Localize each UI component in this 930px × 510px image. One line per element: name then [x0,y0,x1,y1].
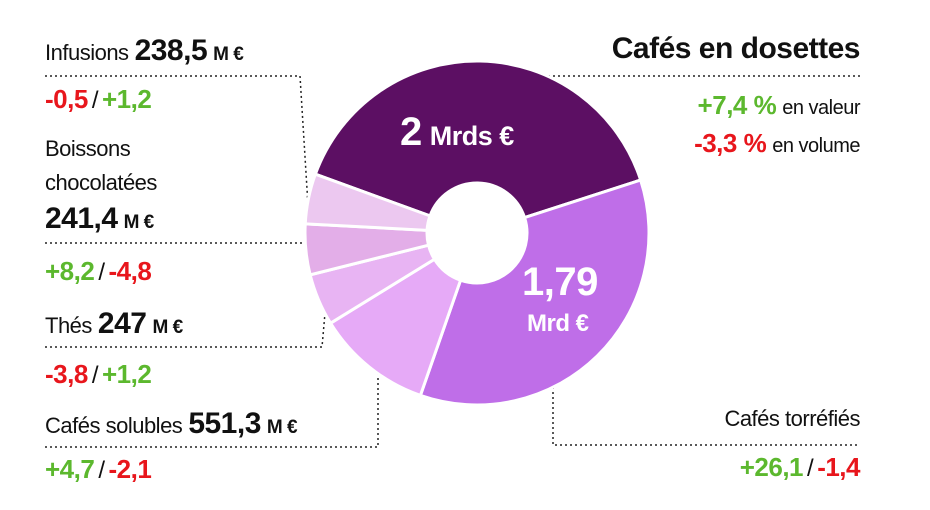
slice [313,59,643,220]
value-label: 247 [97,307,147,340]
category-label: Cafés solubles 551,3 M € [45,407,298,440]
change: -2,1 [108,454,152,484]
change: +26,1 [739,452,804,482]
change-name: en valeur [782,97,860,119]
separator: / [98,457,105,484]
slice [303,172,432,232]
change-line: -0,5/+1,2 [45,84,152,114]
leader-line [552,382,860,446]
unit: M € [123,212,155,233]
category-name: Boissons chocolatées [45,136,157,195]
change-line: +8,2/-4,8 [45,256,152,286]
separator: / [91,362,99,389]
change-name: en volume [772,135,860,157]
category-name: Thés [45,313,92,338]
value-label: 238,5 [134,34,208,67]
value-label: 551,3 [188,407,261,440]
change: -3,3 % [694,128,767,158]
change-line: -3,8/+1,2 [45,359,152,389]
change: +1,2 [101,84,152,114]
leader-line [45,301,327,348]
category-label: Infusions 238,5 M € [45,34,244,67]
unit: M € [152,317,183,338]
category-name: Cafés solubles [45,413,183,438]
separator: / [91,87,99,114]
change: +8,2 [45,256,95,286]
change-line: -3,3 % en volume [694,130,860,156]
category-name: Infusions [45,40,129,65]
category-name: Cafés en dosettes [611,32,861,65]
value-label: 241,4 [45,202,118,235]
category-label: Boissons chocolatées 241,4 M € [45,132,185,234]
change-line: +7,4 % en valeur [697,90,861,120]
value-label: 2 [400,110,422,154]
change: +4,7 [45,454,95,484]
separator: / [98,259,105,286]
change: -1,4 [817,452,860,482]
unit: M € [266,417,298,438]
change: +7,4 % [697,90,777,120]
slice [418,178,651,407]
category-name: Cafés torréfiés [724,406,860,431]
change: -0,5 [45,84,88,114]
slice [328,257,463,398]
leader-line [45,75,309,206]
category-label: Thés 247 M € [45,309,183,339]
separator: / [807,455,814,482]
unit: Mrds € [429,121,515,151]
change-line: +4,7/-2,1 [45,454,152,484]
unit: M € [213,44,244,65]
value-label: 1,79 [522,260,598,304]
change-line: +26,1/-1,4 [739,452,861,482]
change: -3,8 [45,359,88,389]
value-label-box: 2 Mrds € [400,112,514,152]
change: +1,2 [101,359,152,389]
unit: Mrd € [527,310,589,337]
leader-line [45,365,379,448]
change: -4,8 [108,256,152,286]
